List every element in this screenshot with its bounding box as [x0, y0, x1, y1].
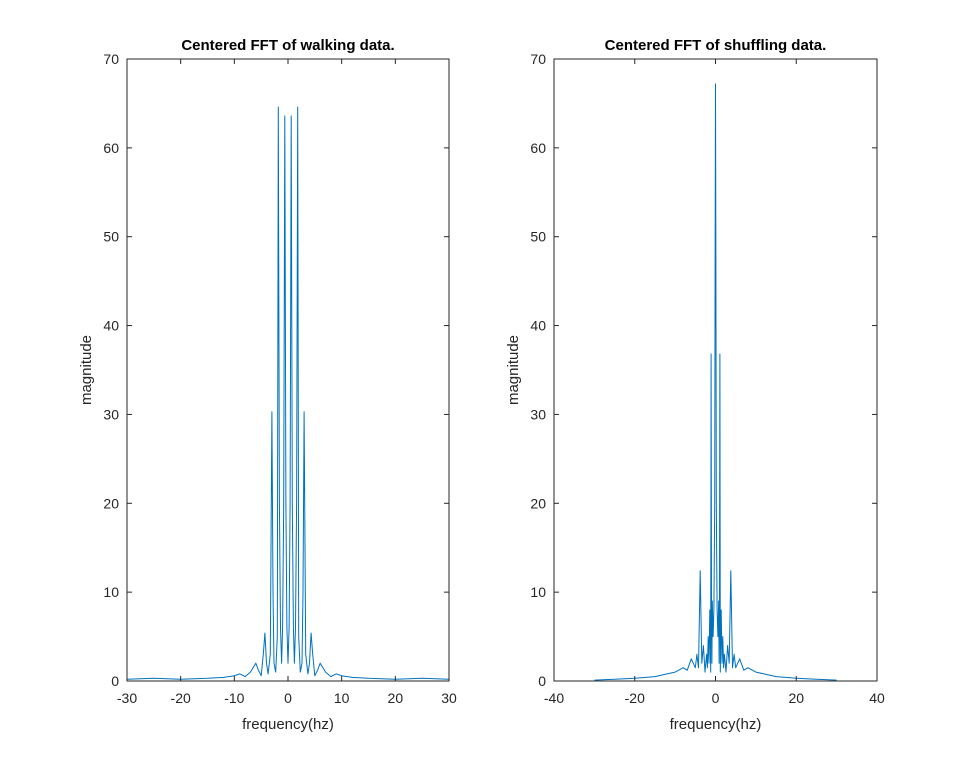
y-tick-label: 60 [530, 140, 546, 156]
series-line [594, 83, 837, 681]
x-tick-label: 20 [788, 690, 804, 706]
x-tick-label: -10 [224, 690, 244, 706]
x-tick-label: -40 [544, 690, 564, 706]
x-tick-label: 30 [441, 690, 457, 706]
chart-title: Centered FFT of shuffling data. [605, 37, 827, 54]
y-tick-label: 50 [530, 229, 546, 245]
x-tick-label: 10 [334, 690, 350, 706]
x-axis-label: frequency(hz) [670, 716, 762, 733]
x-tick-label: 20 [388, 690, 404, 706]
y-tick-label: 70 [530, 51, 546, 67]
y-axis-label: magnitude [78, 335, 95, 405]
y-tick-label: 10 [530, 584, 546, 600]
walking-fft-chart: -30 -20 -10 0 10 20 30 0 10 20 30 40 50 60 70 Centered … [78, 37, 457, 733]
x-tick-label: 40 [869, 690, 885, 706]
x-tick-label: -30 [117, 690, 137, 706]
y-tick-label: 10 [103, 584, 119, 600]
shuffling-fft-chart: -40 -20 0 20 40 0 10 20 30 40 50 60 70 Centered FFT o… [505, 37, 885, 733]
chart-title: Centered FFT of walking data. [181, 37, 394, 54]
y-axis-label: magnitude [505, 335, 522, 405]
y-tick-label: 40 [103, 318, 119, 334]
y-tick-label: 30 [103, 406, 119, 422]
y-tick-label: 30 [530, 406, 546, 422]
x-axis-label: frequency(hz) [242, 716, 334, 733]
x-tick-label: -20 [171, 690, 191, 706]
y-tick-label: 0 [538, 673, 546, 689]
y-tick-label: 60 [103, 140, 119, 156]
y-tick-label: 20 [103, 495, 119, 511]
series-line [126, 106, 450, 680]
x-tick-label: -20 [625, 690, 645, 706]
x-tick-label: 0 [712, 690, 720, 706]
y-tick-label: 20 [530, 495, 546, 511]
y-tick-label: 40 [530, 318, 546, 334]
plot-area [126, 58, 450, 682]
y-tick-label: 0 [111, 673, 119, 689]
y-tick-label: 50 [103, 229, 119, 245]
y-tick-label: 70 [103, 51, 119, 67]
x-tick-label: 0 [284, 690, 292, 706]
